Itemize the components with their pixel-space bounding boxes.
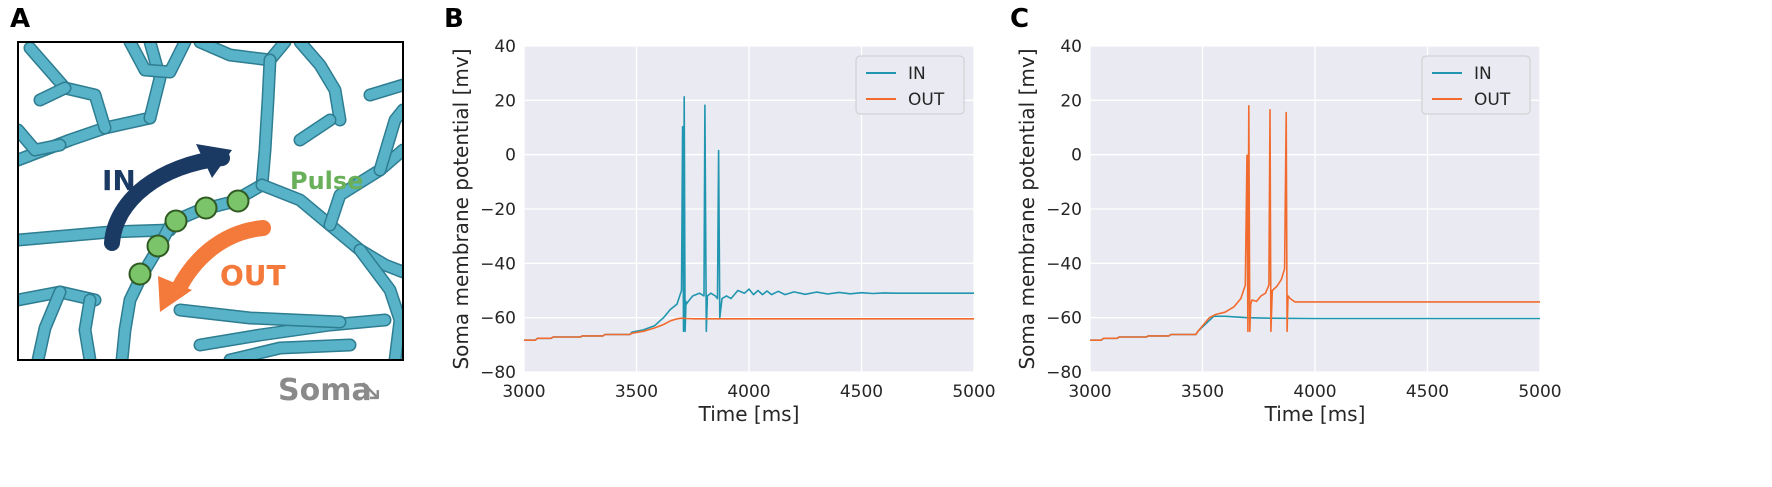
- y-tick-label: −40: [480, 254, 516, 274]
- y-axis-label: Soma membrane potential [mv]: [449, 48, 473, 369]
- dendrite-branch: [295, 115, 335, 145]
- legend-label-in: IN: [1474, 64, 1492, 84]
- soma-label: Soma: [278, 373, 372, 408]
- dendrite-branch: [295, 42, 345, 125]
- x-axis-label: Time [ms]: [1264, 402, 1366, 426]
- x-axis-label: Time [ms]: [698, 402, 800, 426]
- soma-direction-arrow: ↘: [358, 373, 383, 408]
- in-arrow-shaft: [104, 150, 230, 251]
- dendrite-branch: [375, 105, 403, 175]
- diagram-frame: [17, 41, 404, 361]
- y-tick-label: −80: [480, 363, 516, 383]
- dendrite-branch: [195, 315, 390, 350]
- dendrite-branch: [80, 295, 95, 360]
- panel-letter-a: A: [10, 4, 31, 34]
- legend-label-in: IN: [908, 64, 926, 84]
- dendrite-branch: [33, 287, 65, 360]
- dendrite-branch: [25, 43, 110, 133]
- x-tick-label: 3000: [502, 382, 545, 402]
- pulse-dot: [226, 189, 250, 213]
- y-tick-label: 40: [1060, 37, 1082, 57]
- x-tick-label: 4500: [840, 382, 883, 402]
- series-line-in: [524, 96, 974, 342]
- x-tick-label: 3500: [1181, 382, 1224, 402]
- pulse-dot: [128, 262, 152, 286]
- dendrite-branch: [145, 42, 165, 123]
- dendrite-branch: [35, 83, 70, 105]
- x-tick-label: 5000: [1518, 382, 1561, 402]
- pulse-dot: [194, 196, 218, 220]
- dendrite-diagram: IN OUT Pulse Soma ↘: [17, 41, 404, 408]
- chart-panel-b: 3000 3500 4000 4500 5000 −80 −60 −40 −20 0 20 40 Ti…: [449, 37, 996, 426]
- panel-letter-c: C: [1010, 4, 1030, 34]
- y-tick-label: −60: [1046, 309, 1082, 329]
- dendrite-branch: [257, 180, 403, 277]
- x-tick-label: 3000: [1068, 382, 1111, 402]
- dendrite-branch: [125, 42, 190, 77]
- y-tick-label: −80: [1046, 363, 1082, 383]
- dendrite-branch: [355, 245, 403, 360]
- legend: IN OUT: [855, 55, 965, 115]
- dendrite-branch: [175, 305, 345, 327]
- series-lines: [524, 96, 974, 342]
- dendrite-tree: [18, 42, 403, 360]
- dendrite-branch: [325, 145, 403, 230]
- grid-lines: [523, 45, 975, 373]
- out-arrow-shaft: [170, 220, 271, 298]
- y-tick-label: −20: [1046, 200, 1082, 220]
- x-tick-label: 4000: [1293, 382, 1336, 402]
- y-tick-label: −60: [480, 309, 516, 329]
- dendrite-branch: [18, 125, 65, 155]
- y-tick-label: 40: [494, 37, 516, 57]
- legend-label-out: OUT: [1474, 90, 1511, 110]
- y-tick-label: −20: [480, 200, 516, 220]
- chart-panel-c: 3000 3500 4000 4500 5000 −80 −60 −40 −20 0 20 40 Ti…: [1015, 37, 1562, 426]
- x-tick-label: 3500: [615, 382, 658, 402]
- tick-labels: 3000 3500 4000 4500 5000 −80 −60 −40 −20 0 20 40: [480, 37, 996, 402]
- series-line-out: [1090, 105, 1540, 342]
- x-tick-label: 4500: [1406, 382, 1449, 402]
- pulse-dot: [146, 234, 170, 258]
- legend: IN OUT: [1421, 55, 1531, 115]
- tick-labels: 3000 3500 4000 4500 5000 −80 −60 −40 −20 0 20 40: [1046, 37, 1562, 402]
- dendrite-branch: [365, 80, 403, 100]
- y-tick-label: 20: [494, 91, 516, 111]
- series-lines: [1090, 105, 1540, 342]
- pulse-label: Pulse: [290, 167, 363, 195]
- dendrite-branch: [195, 42, 290, 65]
- y-tick-label: −40: [1046, 254, 1082, 274]
- in-label: IN: [102, 164, 136, 197]
- out-arrowhead: [158, 276, 192, 312]
- y-tick-label: 0: [505, 146, 516, 166]
- x-tick-label: 4000: [727, 382, 770, 402]
- panel-letter-b: B: [444, 4, 464, 34]
- series-line-out: [524, 317, 974, 342]
- dendrite-branch: [225, 340, 355, 360]
- dendrite-branch: [257, 55, 275, 190]
- out-label: OUT: [220, 259, 286, 292]
- y-tick-label: 20: [1060, 91, 1082, 111]
- x-tick-label: 5000: [952, 382, 995, 402]
- in-arrowhead: [196, 144, 232, 178]
- y-axis-label: Soma membrane potential [mv]: [1015, 48, 1039, 369]
- legend-label-out: OUT: [908, 90, 945, 110]
- y-tick-label: 0: [1071, 146, 1082, 166]
- pulse-dot: [164, 209, 188, 233]
